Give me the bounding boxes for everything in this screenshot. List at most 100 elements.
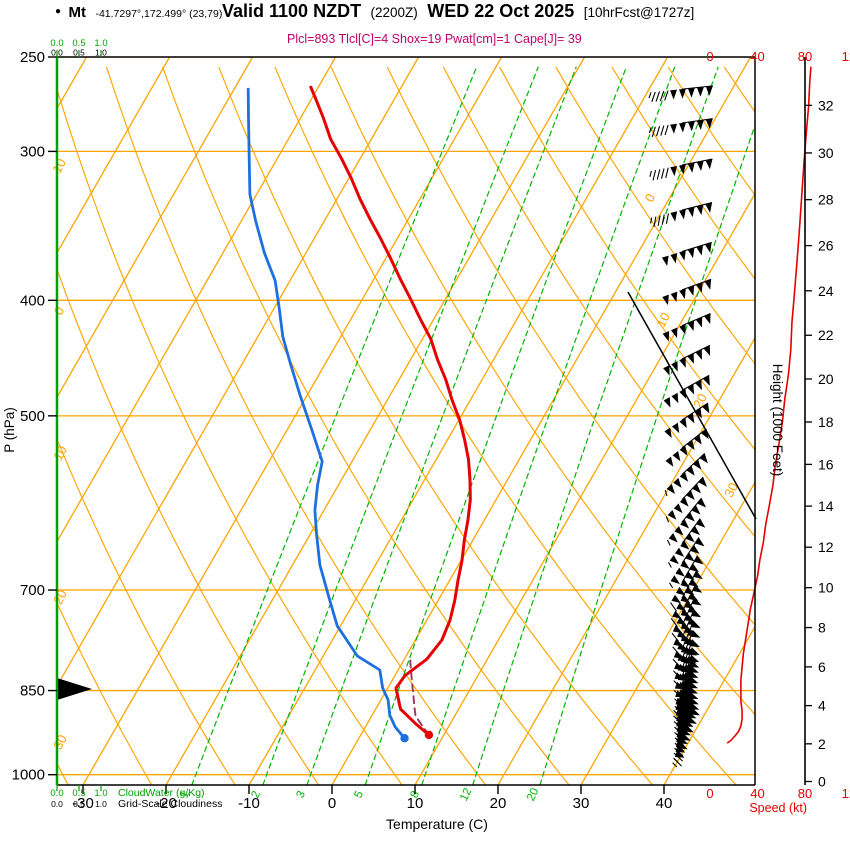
temperature-tick-label: -10 <box>238 795 260 812</box>
barb-pennant <box>704 242 712 253</box>
barb-pennant <box>666 484 676 495</box>
isotherm-line <box>414 192 755 785</box>
barb-pennant <box>705 159 713 170</box>
barb-feather <box>651 126 656 137</box>
barb-pennant <box>684 600 695 609</box>
barb-half-feather <box>669 582 674 589</box>
barb-pennant <box>689 563 700 573</box>
profiles <box>246 85 472 743</box>
barb-pennant <box>687 87 695 98</box>
barb-feather <box>672 646 680 656</box>
speed-tick-label: 0 <box>706 49 713 64</box>
wind-barb <box>648 118 713 137</box>
barb-feather <box>664 90 669 101</box>
barb-pennant <box>703 345 711 356</box>
barb-pennant <box>673 650 684 659</box>
barb-feather <box>664 124 669 136</box>
cloudwater-scale-label: 0.5 <box>72 38 85 49</box>
height-tick-label: 2 <box>818 736 826 752</box>
station-name: Mt <box>68 4 87 21</box>
mixing-ratio-label: 1 <box>178 789 192 800</box>
barb-pennant <box>679 88 686 99</box>
line-shape <box>681 202 713 211</box>
barb-pennant <box>686 439 695 451</box>
barb-pennant <box>692 459 702 470</box>
wind-barb <box>662 312 711 342</box>
station-coords: -41.7297°,172.499° (23,79) <box>95 8 223 20</box>
barb-half-feather <box>664 490 668 497</box>
barb-pennant <box>670 252 678 264</box>
barb-pennant <box>694 407 702 419</box>
barb-pennant <box>690 545 700 554</box>
barb-feather <box>656 169 661 180</box>
cloudiness-scale-label: 0.5 <box>73 799 85 809</box>
barb-half-feather <box>648 92 652 99</box>
height-tick-label: 24 <box>818 283 834 299</box>
barb-half-feather <box>667 561 672 568</box>
barb-feather <box>660 125 665 136</box>
barb-pennant <box>687 320 694 331</box>
height-tick-label: 18 <box>818 414 834 430</box>
dewpoint-curve <box>246 87 406 740</box>
cloudwater-scale-label: 0.0 <box>50 788 63 799</box>
barb-pennant <box>705 202 713 213</box>
pressure-axis: 250 300 400 500 700 850 1000 P (hPa) <box>2 49 57 784</box>
wind-barb <box>662 278 712 306</box>
mixing-ratio-line <box>421 66 676 785</box>
height-tick-label: 28 <box>818 192 834 208</box>
barb-pennant <box>672 451 681 462</box>
speed-axis-title: Speed (kt) <box>749 801 807 815</box>
barb-feather <box>671 632 679 642</box>
barb-pennant <box>664 427 672 438</box>
barb-pennant <box>687 412 695 424</box>
barb-pennant <box>693 570 703 580</box>
barb-feather <box>653 216 657 227</box>
barb-pennant <box>670 165 678 177</box>
barb-pennant <box>679 209 686 220</box>
valid-time-line: Valid 1100 NZDT (2200Z) WED 22 Oct 2025 … <box>222 1 699 22</box>
barb-pennant <box>670 327 678 339</box>
isotherm-label: 10 <box>49 156 69 176</box>
barb-feather <box>665 213 669 224</box>
height-tick-label: 22 <box>818 327 834 343</box>
barb-pennant <box>686 465 695 476</box>
barb-pennant <box>674 547 685 557</box>
temperature-tick-label: 40 <box>656 795 673 812</box>
cloudiness-scale-label: 0.5 <box>73 48 85 58</box>
barb-half-feather <box>673 752 679 758</box>
pressure-tick-label: 700 <box>20 582 45 599</box>
barb-pennant <box>670 575 680 585</box>
barb-feather <box>673 680 682 689</box>
mixing-ratio-line <box>191 66 478 785</box>
barb-pennant <box>696 119 704 130</box>
barb-pennant <box>674 526 684 536</box>
mixing-ratio-line <box>472 66 719 785</box>
barb-half-feather <box>672 762 678 768</box>
wind-barb <box>665 476 708 523</box>
dry-adiabat <box>274 66 737 785</box>
barb-pennant <box>695 316 703 328</box>
dry-adiabat <box>555 66 755 365</box>
isotherm-label: 0 <box>642 191 659 204</box>
mixing-ratio-label: 8 <box>408 789 422 800</box>
barb-pennant <box>679 445 688 456</box>
barb-half-feather <box>648 127 652 134</box>
speed-tick-label: 120 <box>842 786 850 801</box>
decorations <box>57 291 757 700</box>
grid-lines <box>57 57 755 785</box>
barb-pennant <box>672 610 682 619</box>
barb-half-feather <box>667 539 671 546</box>
temperature-tick-label: -20 <box>155 795 177 812</box>
isotherm-label: 10 <box>653 310 673 330</box>
barb-pennant <box>680 540 690 550</box>
barb-pennant <box>696 245 704 256</box>
barb-feather <box>672 670 681 679</box>
barb-half-feather <box>674 731 680 737</box>
line-shape <box>681 497 702 523</box>
pressure-tick-label: 250 <box>20 49 45 66</box>
cloudwater-axis-title: CloudWater (g/Kg) <box>118 787 205 799</box>
wind-barb <box>667 497 707 546</box>
barb-pennant <box>680 560 690 570</box>
height-axis-title: Height (1000 Feet) <box>770 364 785 477</box>
